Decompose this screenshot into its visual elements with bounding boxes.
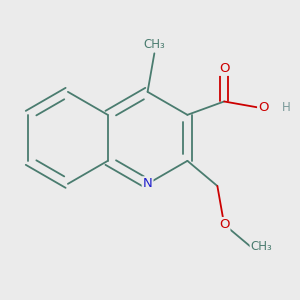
Text: N: N xyxy=(143,177,152,190)
Text: O: O xyxy=(219,218,230,231)
Text: CH₃: CH₃ xyxy=(250,240,272,253)
Text: O: O xyxy=(258,101,268,114)
Text: CH₃: CH₃ xyxy=(143,38,165,51)
Text: H: H xyxy=(282,101,291,114)
Text: O: O xyxy=(219,62,230,75)
